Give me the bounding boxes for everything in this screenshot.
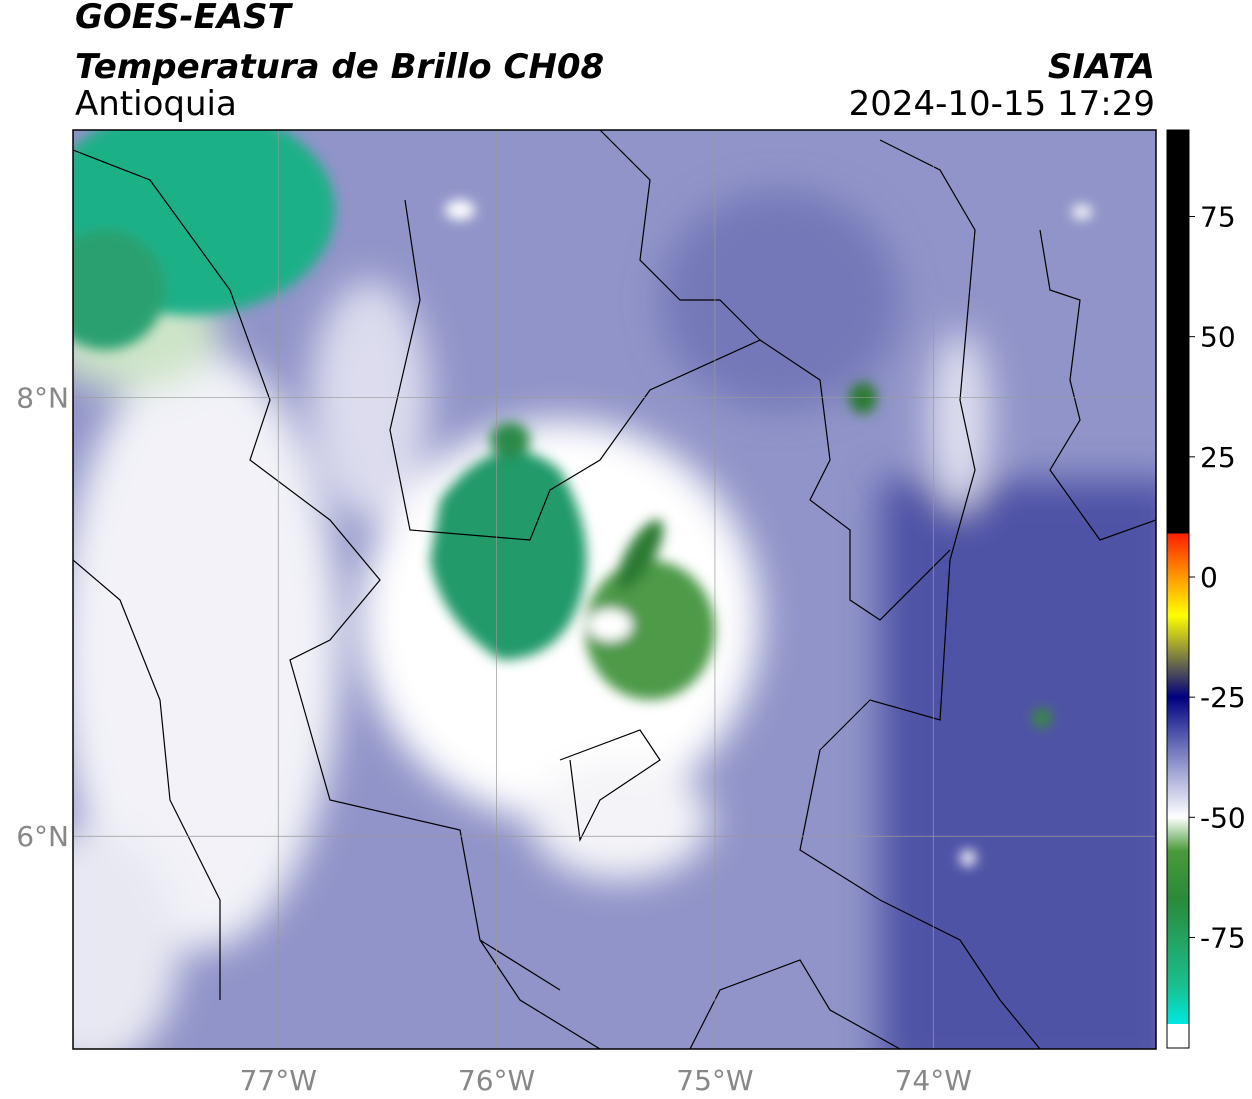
- colorbar-tick-label: 50: [1200, 321, 1236, 354]
- x-tick-label: 74°W: [895, 1064, 972, 1097]
- colorbar-tick-label: -25: [1200, 681, 1246, 714]
- y-tick-label: 6°N: [16, 820, 69, 853]
- colorbar-tick-label: 0: [1200, 561, 1218, 594]
- colorbar: [1166, 129, 1190, 1049]
- timestamp: 2024-10-15 17:29: [849, 84, 1155, 124]
- x-tick-label: 76°W: [458, 1064, 535, 1097]
- x-tick-label: 75°W: [676, 1064, 753, 1097]
- satellite-image: [73, 130, 1156, 1049]
- x-tick-label: 77°W: [240, 1064, 317, 1097]
- colorbar-tick-label: -75: [1200, 921, 1246, 954]
- colorbar-tick-label: 25: [1200, 441, 1236, 474]
- y-tick-label: 8°N: [16, 382, 69, 415]
- source: SIATA: [1048, 47, 1155, 87]
- colorbar-tick-label: -50: [1200, 801, 1246, 834]
- plot-frame: [72, 129, 1157, 1050]
- colorbar-tick-label: 75: [1200, 201, 1236, 234]
- region: Antioquia: [75, 84, 237, 124]
- title: GOES-EAST: [75, 0, 294, 37]
- subtitle: Temperatura de Brillo CH08: [75, 47, 604, 87]
